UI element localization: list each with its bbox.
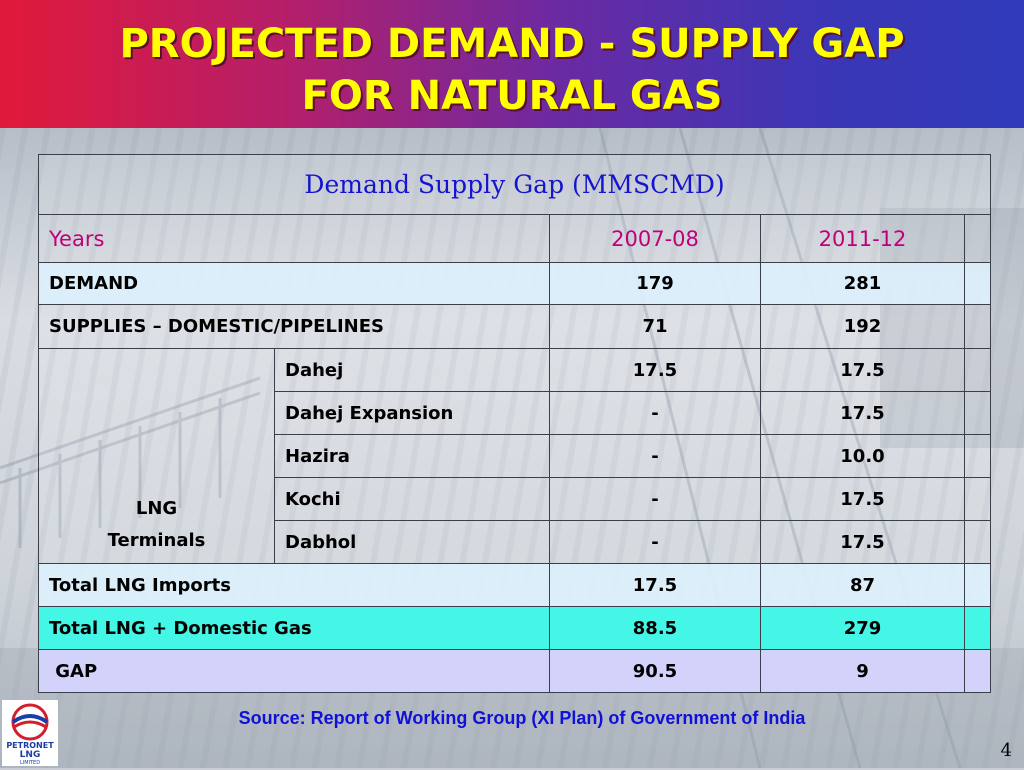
row-label: Total LNG + Domestic Gas xyxy=(38,606,550,650)
lng-terminals-group: LNG Terminals xyxy=(38,348,275,564)
row-value-2: 87 xyxy=(760,563,965,607)
table-caption-row: Demand Supply Gap (MMSCMD) xyxy=(37,154,992,215)
row-value-2: 281 xyxy=(760,262,965,305)
page-number: 4 xyxy=(1000,740,1012,761)
terminal-label: Dahej xyxy=(274,348,550,392)
terminal-value-2: 10.0 xyxy=(760,434,965,478)
terminal-value-1: 17.5 xyxy=(549,348,761,392)
row-value-2: 279 xyxy=(760,606,965,650)
terminal-label: Dahej Expansion xyxy=(274,391,550,435)
lng-group-label-2: Terminals xyxy=(107,530,206,551)
terminal-value-1: - xyxy=(549,434,761,478)
logo-line-1: PETRONET xyxy=(6,741,54,750)
table-row: GAP 90.5 9 xyxy=(38,649,992,693)
year-2: 2011-12 xyxy=(760,214,965,263)
row-value-1: 17.5 xyxy=(549,563,761,607)
year-1: 2007-08 xyxy=(549,214,761,263)
lng-group-label-1: LNG xyxy=(135,498,178,519)
terminal-value-1: - xyxy=(549,391,761,435)
empty-cell xyxy=(963,649,992,693)
terminal-label: Dabhol xyxy=(274,520,550,564)
row-value-2: 9 xyxy=(760,649,965,693)
table-row: Dabhol - 17.5 xyxy=(39,520,992,564)
years-label: Years xyxy=(38,214,550,263)
table-row: Dahej Expansion - 17.5 xyxy=(39,391,992,435)
row-value-1: 179 xyxy=(549,262,761,305)
empty-cell xyxy=(963,262,992,305)
empty-cell xyxy=(963,391,992,435)
table-row: Hazira - 10.0 xyxy=(39,434,992,478)
slide-title: PROJECTED DEMAND - SUPPLY GAP FOR NATURA… xyxy=(0,18,1024,122)
empty-cell xyxy=(963,520,992,564)
table-row: Total LNG Imports 17.5 87 xyxy=(38,563,992,607)
petronet-logo-icon: PETRONET LNG LIMITED xyxy=(2,700,58,766)
row-label: SUPPLIES – DOMESTIC/PIPELINES xyxy=(38,304,550,349)
demand-supply-table: Demand Supply Gap (MMSCMD) Years 2007-08… xyxy=(37,154,992,693)
table-caption: Demand Supply Gap (MMSCMD) xyxy=(37,154,992,215)
terminal-value-2: 17.5 xyxy=(760,348,965,392)
title-line-2: FOR NATURAL GAS xyxy=(301,73,723,119)
logo-line-2: LNG xyxy=(20,750,41,760)
terminal-value-2: 17.5 xyxy=(760,477,965,521)
terminal-value-1: - xyxy=(549,477,761,521)
slide-header: PROJECTED DEMAND - SUPPLY GAP FOR NATURA… xyxy=(0,0,1024,128)
row-label: DEMAND xyxy=(38,262,550,305)
table-row: Total LNG + Domestic Gas 88.5 279 xyxy=(38,606,992,650)
title-line-1: PROJECTED DEMAND - SUPPLY GAP xyxy=(119,21,905,67)
terminal-value-1: - xyxy=(549,520,761,564)
row-value-1: 71 xyxy=(549,304,761,349)
terminal-label: Hazira xyxy=(274,434,550,478)
row-label: Total LNG Imports xyxy=(38,563,550,607)
row-value-1: 88.5 xyxy=(549,606,761,650)
table-row: DEMAND 179 281 xyxy=(38,262,992,305)
empty-cell xyxy=(963,304,992,349)
row-value-2: 192 xyxy=(760,304,965,349)
terminal-value-2: 17.5 xyxy=(760,391,965,435)
logo-line-3: LIMITED xyxy=(20,760,40,766)
empty-cell xyxy=(963,214,992,263)
row-label: GAP xyxy=(38,649,550,693)
table-row: LNG Terminals Dahej 17.5 17.5 xyxy=(38,348,992,564)
source-note: Source: Report of Working Group (XI Plan… xyxy=(238,708,806,728)
empty-cell xyxy=(963,563,992,607)
empty-cell xyxy=(963,348,992,392)
empty-cell xyxy=(963,434,992,478)
terminal-value-2: 17.5 xyxy=(760,520,965,564)
empty-cell xyxy=(963,606,992,650)
years-row: Years 2007-08 2011-12 xyxy=(38,214,992,263)
table-row: SUPPLIES – DOMESTIC/PIPELINES 71 192 xyxy=(38,304,992,349)
row-value-1: 90.5 xyxy=(549,649,761,693)
empty-cell xyxy=(963,477,992,521)
petronet-logo: PETRONET LNG LIMITED xyxy=(2,700,58,766)
terminal-label: Kochi xyxy=(274,477,550,521)
